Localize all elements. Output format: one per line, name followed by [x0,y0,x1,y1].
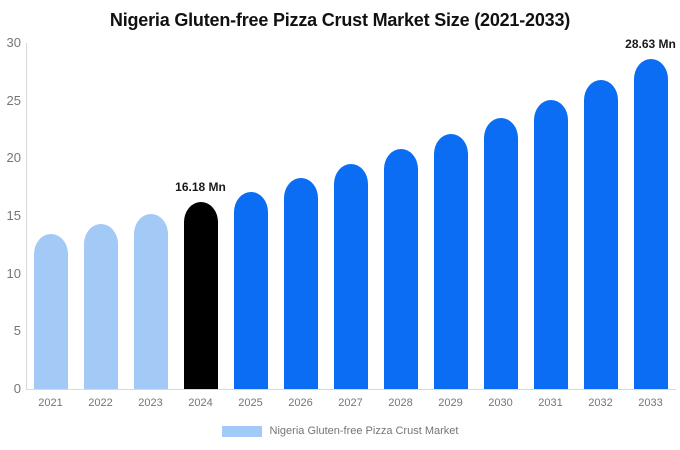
bar-2030[interactable] [483,117,518,389]
y-tick-label: 5 [13,323,21,339]
bar-2023[interactable] [133,213,168,389]
bar-2022[interactable] [83,224,118,389]
x-tick-label: 2030 [488,397,513,409]
chart-title: Nigeria Gluten-free Pizza Crust Market S… [109,10,571,30]
bar-2028[interactable] [383,149,418,389]
legend-swatch [221,425,262,437]
legend-item[interactable]: Nigeria Gluten-free Pizza Crust Market [0,425,680,437]
legend-label: Nigeria Gluten-free Pizza Crust Market [269,425,459,437]
x-tick-label: 2031 [538,397,563,409]
bar-2029[interactable] [433,134,468,389]
x-tick-label: 2033 [638,397,663,409]
x-tick-label: 2022 [88,397,113,409]
y-tick-label: 30 [6,35,21,50]
x-axis-line [26,389,676,390]
bar-2032[interactable] [583,79,618,389]
bar-2026[interactable] [283,177,318,389]
y-tick-label: 10 [6,265,21,281]
x-tick-label: 2025 [238,397,263,409]
x-tick-label: 2027 [338,397,363,409]
y-tick-label: 15 [6,208,21,223]
x-tick-label: 2026 [288,397,313,409]
bar-2024[interactable] [183,202,218,389]
x-tick-label: 2028 [388,397,413,409]
y-tick-label: 0 [13,381,21,396]
x-tick-label: 2023 [138,397,163,409]
bar-2033[interactable] [633,58,668,389]
y-axis-line [26,43,27,389]
plot-area: 0 5 10 15 20 25 30 2021 2022 2023 2024 2025 2026 2027… [0,36,680,409]
y-tick-label: 20 [6,150,21,166]
bar-2021[interactable] [33,234,68,389]
x-tick-label: 2021 [38,397,63,409]
value-label: 16.18 Mn [175,180,226,195]
x-tick-label: 2029 [438,397,463,409]
bar-2025[interactable] [233,191,268,389]
bar-2027[interactable] [333,164,368,389]
bar-2031[interactable] [533,99,568,389]
value-label: 28.63 Mn [625,36,676,51]
x-tick-label: 2024 [188,397,213,409]
x-tick-label: 2032 [588,397,613,409]
y-tick-label: 25 [6,92,21,108]
